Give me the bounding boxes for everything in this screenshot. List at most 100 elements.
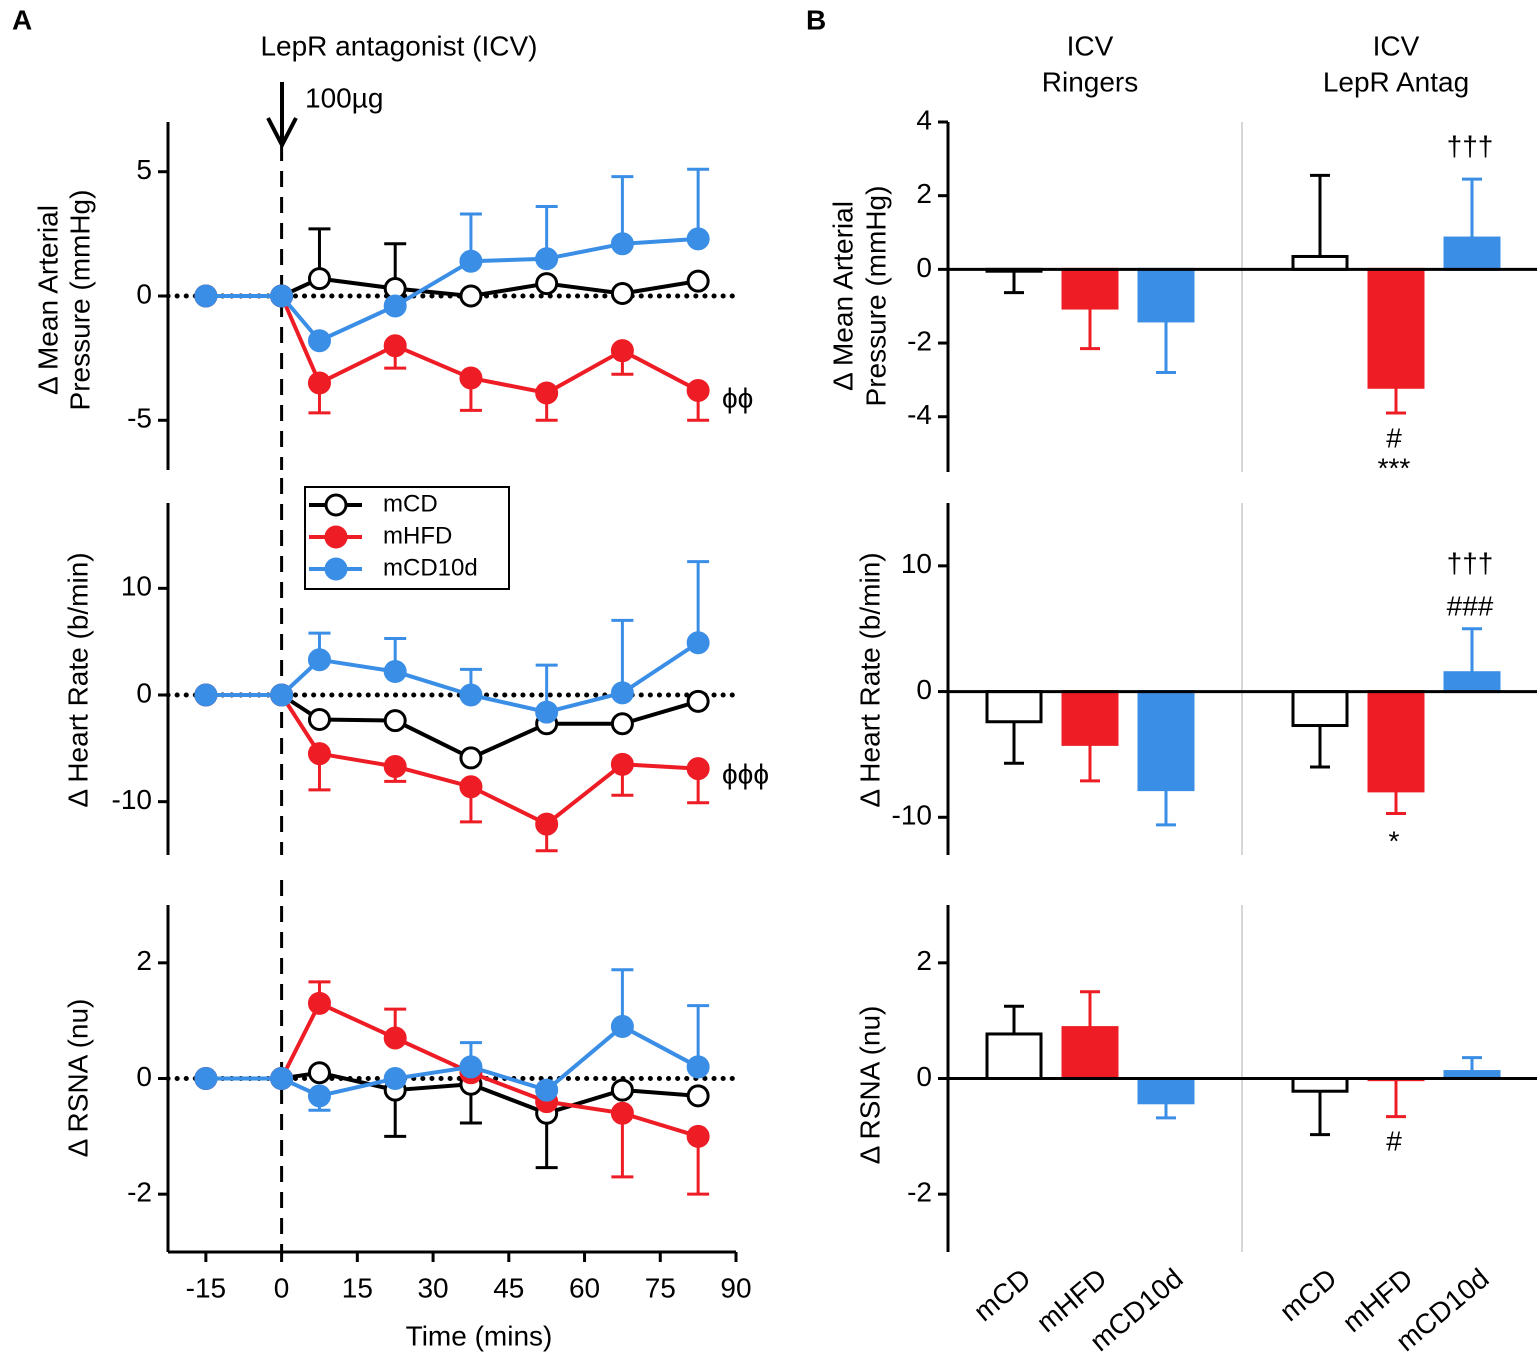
marker	[610, 681, 634, 705]
bar	[985, 1032, 1043, 1081]
y-tick-label: 0	[916, 1061, 932, 1092]
annotation: †††	[1447, 547, 1494, 578]
x-tick-label: mCD	[968, 1263, 1037, 1328]
legend-marker	[324, 525, 348, 549]
x-tick-label: 45	[493, 1272, 524, 1303]
marker	[307, 329, 331, 353]
annotation: ###	[1447, 590, 1494, 621]
marker	[535, 381, 559, 405]
marker	[686, 227, 710, 251]
marker	[610, 282, 634, 306]
y-axis-label: Pressure (mmHg)	[860, 186, 891, 407]
marker	[459, 284, 483, 308]
marker	[459, 683, 483, 707]
marker	[686, 689, 710, 713]
marker	[686, 631, 710, 655]
annotation: LepR antagonist (ICV)	[260, 30, 537, 61]
marker	[459, 249, 483, 273]
marker	[459, 1055, 483, 1079]
y-tick-label: 2	[136, 945, 152, 976]
legend-label: mCD10d	[383, 554, 478, 581]
bar	[1443, 236, 1501, 271]
marker	[610, 752, 634, 776]
legend-marker	[324, 557, 348, 581]
x-tick-label: 60	[569, 1272, 600, 1303]
marker	[194, 1067, 218, 1090]
marker	[610, 339, 634, 363]
marker	[307, 648, 331, 672]
marker	[383, 660, 407, 684]
marker	[307, 371, 331, 395]
y-axis-label: Δ Heart Rate (b/min)	[854, 552, 885, 807]
y-tick-label: -4	[907, 399, 932, 430]
annotation: *	[1389, 825, 1400, 856]
marker	[383, 1067, 407, 1090]
annotation: †††	[1447, 130, 1494, 161]
marker	[307, 991, 331, 1015]
group-label: ICV	[1373, 30, 1420, 61]
x-axis-label: Time (mins)	[406, 1320, 553, 1351]
y-tick-label: -2	[907, 1177, 932, 1208]
bar	[1137, 1077, 1195, 1105]
marker	[270, 284, 294, 308]
error-bar	[611, 618, 634, 693]
error-bar	[687, 560, 710, 643]
marker	[686, 1055, 710, 1079]
bar	[1291, 1077, 1349, 1093]
y-tick-label: 0	[136, 278, 152, 309]
marker	[535, 1078, 559, 1102]
marker	[383, 709, 407, 733]
y-tick-label: 2	[916, 945, 932, 976]
annotation: 100µg	[305, 82, 383, 113]
marker	[686, 757, 710, 781]
marker	[383, 294, 407, 318]
marker	[686, 1084, 710, 1108]
y-tick-label: -2	[907, 325, 932, 356]
legend-label: mCD	[383, 490, 438, 517]
y-tick-label: -10	[112, 784, 152, 815]
marker	[307, 1061, 331, 1085]
marker	[383, 754, 407, 778]
marker	[307, 708, 331, 732]
bar	[1061, 267, 1119, 310]
y-tick-label: -10	[892, 800, 932, 831]
marker	[270, 683, 294, 707]
legend-label: mHFD	[383, 522, 452, 549]
y-tick-label: 10	[121, 571, 152, 602]
annotation: ***	[1378, 452, 1411, 483]
x-tick-label: 90	[720, 1272, 751, 1303]
y-axis-label: Δ Mean Arterial	[827, 201, 858, 391]
y-tick-label: 10	[901, 548, 932, 579]
group-label: Ringers	[1042, 66, 1138, 97]
bar	[1137, 690, 1195, 792]
bar	[985, 690, 1043, 724]
marker	[535, 812, 559, 836]
y-axis-label: Δ Mean Arterial	[32, 205, 63, 395]
y-axis-label: Δ Heart Rate (b/min)	[62, 552, 93, 807]
series-line	[205, 1001, 699, 1139]
marker	[459, 746, 483, 770]
group-label: LepR Antag	[1323, 66, 1469, 97]
marker	[535, 700, 559, 724]
marker	[610, 232, 634, 256]
x-tick-label: mCD	[1274, 1263, 1343, 1328]
marker	[307, 1084, 331, 1108]
marker	[383, 334, 407, 358]
marker	[686, 269, 710, 293]
y-tick-label: 0	[916, 252, 932, 283]
x-tick-label: -15	[186, 1272, 226, 1303]
marker	[686, 378, 710, 402]
annotation: #	[1386, 422, 1402, 453]
marker	[307, 742, 331, 766]
bar	[1443, 671, 1501, 694]
bar	[1137, 267, 1195, 323]
bar	[1367, 267, 1425, 389]
marker	[686, 1124, 710, 1148]
legend-marker	[324, 493, 348, 517]
marker	[383, 1026, 407, 1050]
y-tick-label: 0	[136, 1061, 152, 1092]
y-tick-label: 0	[916, 674, 932, 705]
y-tick-label: -5	[127, 403, 152, 434]
bar	[1291, 690, 1349, 728]
